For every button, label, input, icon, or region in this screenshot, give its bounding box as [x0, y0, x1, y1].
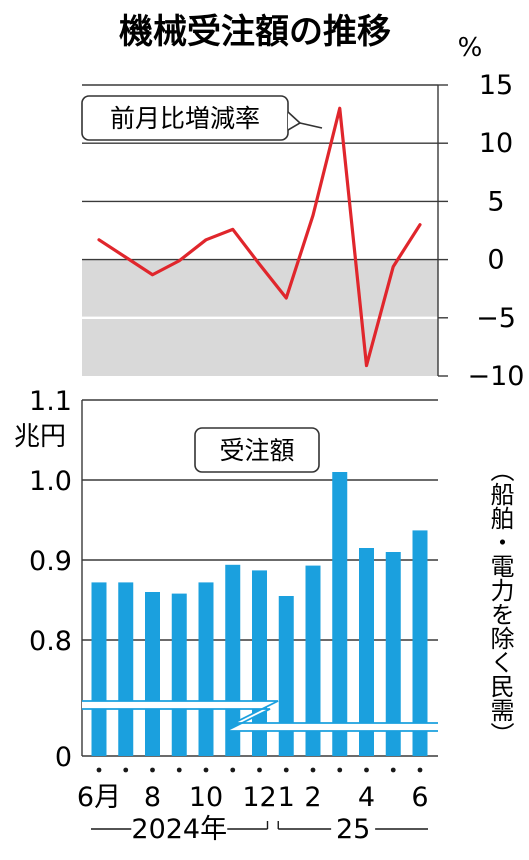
x-tick-dot — [364, 767, 369, 773]
callout-leader — [299, 122, 323, 129]
x-tick-dot — [96, 767, 102, 773]
growth-tick-label: 10 — [479, 128, 513, 159]
order-amount-bar — [305, 565, 321, 756]
growth-rate-chart: 15 10 5 0 −5 −10 % 前月比増減率 — [81, 33, 525, 392]
x-tick-label: 6 — [411, 782, 428, 813]
growth-tick-label: −10 — [468, 361, 525, 392]
growth-tick-label: −5 — [476, 303, 516, 334]
x-tick-dot — [390, 767, 396, 773]
x-tick-dot — [257, 767, 262, 773]
order-amount-chart: 1.1 1.0 0.9 0.8 0 兆円 受注額 （船舶・電力を除く民需） — [14, 386, 514, 773]
order-amount-bar — [171, 593, 187, 756]
growth-tick-label: 0 — [487, 245, 504, 276]
order-amount-label-box — [194, 427, 320, 473]
year-group-label: 25 — [336, 814, 370, 845]
year-group-label: 2024年 — [131, 814, 227, 845]
x-tick-dot — [417, 767, 423, 773]
axis-break-marker — [82, 700, 438, 732]
order-amount-bar — [412, 530, 428, 756]
growth-tick-label: 5 — [487, 186, 504, 217]
order-amount-bar — [198, 582, 214, 756]
growth-rate-line — [97, 106, 422, 368]
x-tick-label: 2 — [304, 782, 321, 813]
x-tick-label: 4 — [358, 782, 375, 813]
growth-rate-label-callout: 前月比増減率 — [81, 95, 323, 141]
growth-tick-label: 15 — [479, 70, 513, 101]
x-tick-dot — [150, 767, 155, 773]
order-amount-bar — [278, 596, 294, 756]
x-tick-dot — [123, 767, 129, 773]
x-tick-label: 6月 — [77, 782, 121, 813]
growth-rate-unit: % — [458, 33, 483, 63]
callout-pointer — [287, 111, 302, 131]
amount-tick-label: 0 — [55, 742, 72, 773]
order-amount-label: 受注額 — [219, 436, 294, 465]
chart-title: 機械受注額の推移 — [119, 12, 391, 52]
x-tick-label: 12 — [242, 782, 276, 813]
order-amount-label-callout: 受注額 — [194, 427, 320, 473]
order-amount-note: （船舶・電力を除く民需） — [486, 458, 514, 746]
order-amount-bar — [359, 548, 374, 756]
x-tick-dot — [230, 767, 236, 773]
order-amount-bar — [145, 592, 160, 756]
x-tick-dot — [337, 767, 343, 773]
order-amount-bar — [332, 472, 348, 756]
x-tick-dot — [283, 767, 289, 773]
x-tick-label: 10 — [189, 782, 223, 813]
amount-tick-label: 1.0 — [29, 466, 72, 497]
amount-tick-label: 0.9 — [29, 546, 72, 577]
x-tick-label: 8 — [144, 782, 161, 813]
order-amount-bar — [91, 582, 107, 756]
x-axis: 6月 8 10 12 1 2 4 6 2024年 25 — [77, 767, 429, 845]
order-amount-bar — [118, 582, 134, 756]
x-tick-label: 1 — [278, 782, 295, 813]
amount-tick-label: 1.1 — [29, 386, 72, 417]
order-amount-unit: 兆円 — [14, 422, 66, 452]
x-tick-dot — [310, 767, 316, 773]
x-tick-dot — [176, 767, 182, 773]
order-amount-bar — [385, 552, 401, 756]
growth-rate-label: 前月比増減率 — [110, 104, 260, 133]
x-tick-dot — [203, 767, 209, 773]
amount-tick-label: 0.8 — [29, 626, 72, 657]
